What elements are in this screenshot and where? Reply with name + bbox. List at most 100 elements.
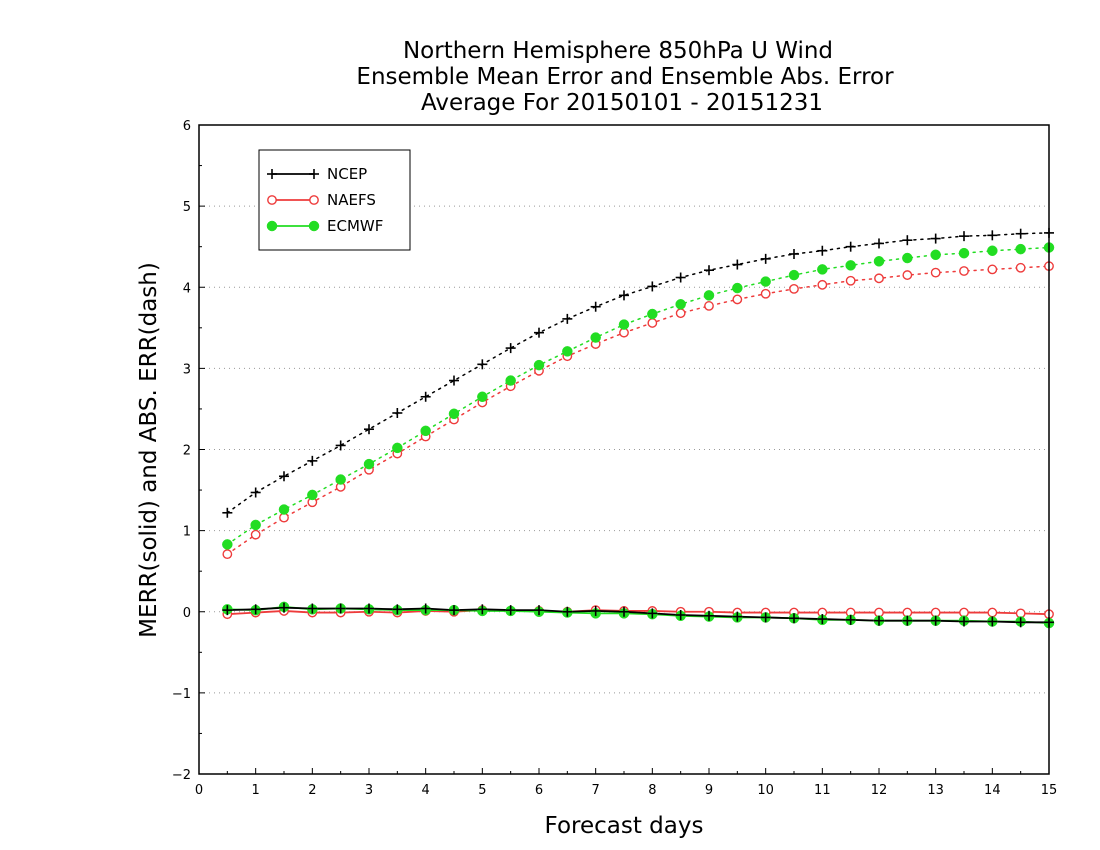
point-ecmwf-abs-err [533,359,545,371]
legend-label-naefs: NAEFS [327,191,376,209]
point-ncep-mean-err [1015,617,1026,628]
point-ncep-abs-err [930,233,941,244]
x-tick-label: 3 [365,783,373,798]
point-ecmwf-abs-err [278,504,290,515]
point-ncep-mean-err [420,603,431,614]
point-naefs-abs-err [959,266,969,276]
point-ncep-abs-err [335,440,346,451]
point-ncep-abs-err [789,248,799,259]
point-ncep-abs-err [959,231,969,242]
point-ecmwf-abs-err [590,332,601,343]
legend-label-ecmwf: ECMWF [327,217,383,235]
x-axis-label: Forecast days [545,813,704,839]
point-naefs-abs-err [222,549,233,560]
point-naefs-abs-err [250,529,261,540]
point-ncep-abs-err [987,230,998,241]
point-naefs-abs-err [902,270,913,280]
legend-marker-ncep [309,169,319,179]
point-ncep-abs-err [279,471,289,482]
legend-marker-naefs [309,195,319,205]
point-ecmwf-abs-err [930,249,941,261]
point-ncep-mean-err [902,615,913,626]
y-tick-label: 1 [183,525,191,540]
point-ncep-abs-err [307,455,318,466]
series-line-ncep-abs-err [226,232,1050,514]
legend-marker-ecmwf [308,220,320,232]
point-ecmwf-abs-err [562,346,573,357]
point-ecmwf-abs-err [250,519,261,531]
chart-title: Northern Hemisphere 850hPa U Wind Ensemb… [356,38,894,116]
point-ncep-mean-err [222,605,233,616]
point-ncep-abs-err [392,407,403,418]
point-ncep-abs-err [902,235,913,246]
point-ncep-abs-err [619,290,629,301]
point-ecmwf-abs-err [845,260,856,271]
point-naefs-abs-err [987,264,998,275]
point-ncep-abs-err [845,241,856,252]
point-ncep-mean-err [534,605,544,616]
point-ncep-mean-err [392,604,403,615]
point-ecmwf-abs-err [873,256,885,267]
point-naefs-abs-err [704,301,714,311]
point-ecmwf-abs-err [1015,243,1026,255]
point-ecmwf-abs-err [703,290,715,301]
x-tick-label: 13 [927,783,944,798]
point-ncep-mean-err [789,613,799,624]
y-tick-label: 4 [183,281,191,296]
point-ncep-abs-err [562,313,573,324]
point-ncep-abs-err [647,281,658,292]
y-tick-label: −1 [172,687,191,702]
point-ecmwf-abs-err [335,474,346,485]
point-ecmwf-abs-err [675,299,686,310]
point-ncep-abs-err [364,424,374,435]
point-ncep-mean-err [477,604,488,615]
x-tick-label: 7 [592,783,600,798]
point-ncep-mean-err [307,603,318,614]
point-ncep-abs-err [477,359,488,370]
point-ncep-mean-err [279,602,289,613]
point-naefs-abs-err [732,294,743,305]
series-line-ecmwf-abs-err [226,246,1050,546]
legend-marker-naefs [267,195,277,205]
series-line-naefs-abs-err [226,265,1050,555]
x-tick-label: 8 [648,783,656,798]
point-ncep-abs-err [590,301,601,312]
x-tick-label: 2 [308,783,316,798]
x-tick-label: 14 [984,783,1001,798]
point-ecmwf-abs-err [222,539,233,550]
point-ncep-abs-err [874,238,884,249]
point-ecmwf-abs-err [363,458,375,470]
title-line-3: Average For 20150101 - 20151231 [421,90,823,116]
point-ncep-mean-err [364,603,374,614]
point-ncep-mean-err [930,615,941,626]
y-tick-label: 6 [183,119,191,134]
point-ncep-mean-err [335,603,346,614]
point-ecmwf-abs-err [902,252,913,264]
point-ncep-mean-err [845,614,856,625]
x-tick-label: 1 [252,783,260,798]
point-ecmwf-abs-err [817,264,828,275]
point-ncep-abs-err [222,507,233,518]
x-tick-label: 5 [478,783,486,798]
point-ncep-mean-err [987,616,998,627]
point-naefs-abs-err [760,288,771,299]
x-tick-label: 0 [195,783,203,798]
point-ncep-abs-err [817,245,828,256]
point-ncep-mean-err [675,609,686,620]
point-ncep-abs-err [760,253,771,264]
point-ncep-abs-err [1015,228,1026,239]
legend-label-ncep: NCEP [327,165,367,183]
point-ncep-abs-err [675,272,686,283]
point-naefs-abs-err [647,318,658,328]
series-layer [222,227,1055,629]
point-ncep-mean-err [619,606,629,617]
point-ncep-abs-err [420,391,431,402]
point-naefs-abs-err [930,267,941,278]
y-tick-label: 2 [183,444,191,459]
point-ncep-mean-err [704,610,714,621]
point-ncep-abs-err [250,487,261,498]
point-ncep-abs-err [505,343,516,354]
x-tick-label: 11 [814,783,831,798]
